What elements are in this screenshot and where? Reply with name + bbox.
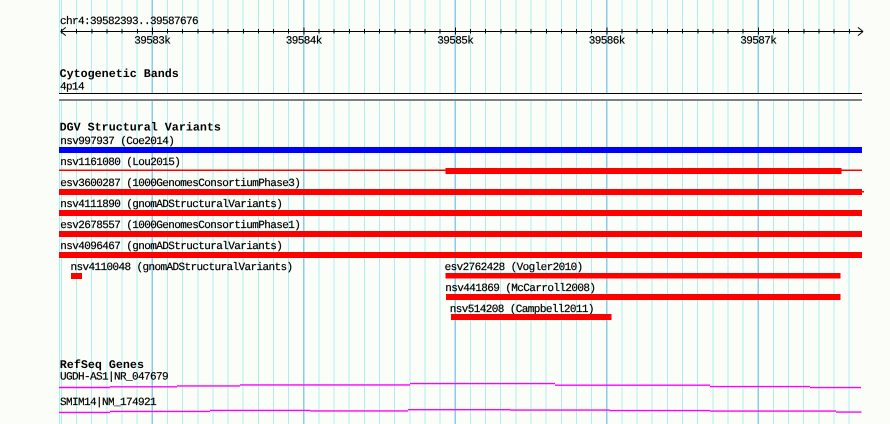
svg-text:chr4:39582393..39587676: chr4:39582393..39587676: [60, 16, 198, 28]
svg-text:esv3600287 (1000GenomesConsort: esv3600287 (1000GenomesConsortiumPhase3): [60, 178, 300, 190]
svg-text:39583k: 39583k: [134, 36, 171, 48]
svg-text:nsv997937 (Coe2014): nsv997937 (Coe2014): [60, 136, 174, 148]
svg-text:39586k: 39586k: [589, 36, 626, 48]
svg-text:RefSeq Genes: RefSeq Genes: [60, 358, 144, 372]
svg-text:nsv4110048 (gnomADStructuralVa: nsv4110048 (gnomADStructuralVariants): [71, 262, 293, 274]
svg-text:Cytogenetic Bands: Cytogenetic Bands: [60, 67, 179, 81]
svg-text:esv2678557 (1000GenomesConsort: esv2678557 (1000GenomesConsortiumPhase1): [60, 220, 300, 232]
svg-text:nsv4111890 (gnomADStructuralVa: nsv4111890 (gnomADStructuralVariants): [60, 199, 282, 211]
svg-text:nsv4096467 (gnomADStructuralVa: nsv4096467 (gnomADStructuralVariants): [60, 241, 282, 253]
svg-text:nsv1161080 (Lou2015): nsv1161080 (Lou2015): [60, 157, 180, 169]
svg-text:DGV Structural Variants: DGV Structural Variants: [60, 120, 221, 134]
svg-text:SMIM14|NM_174921: SMIM14|NM_174921: [60, 397, 157, 409]
svg-text:esv2762428 (Vogler2010): esv2762428 (Vogler2010): [445, 262, 583, 274]
svg-text:39584k: 39584k: [286, 36, 323, 48]
svg-text:39585k: 39585k: [437, 36, 474, 48]
svg-text:4p14: 4p14: [60, 81, 85, 93]
svg-text:nsv514208 (Campbell2011): nsv514208 (Campbell2011): [450, 304, 594, 316]
svg-text:nsv441869 (McCarroll2008): nsv441869 (McCarroll2008): [445, 283, 595, 295]
svg-text:39587k: 39587k: [740, 36, 777, 48]
svg-text:UGDH-AS1|NR_047679: UGDH-AS1|NR_047679: [60, 371, 168, 383]
